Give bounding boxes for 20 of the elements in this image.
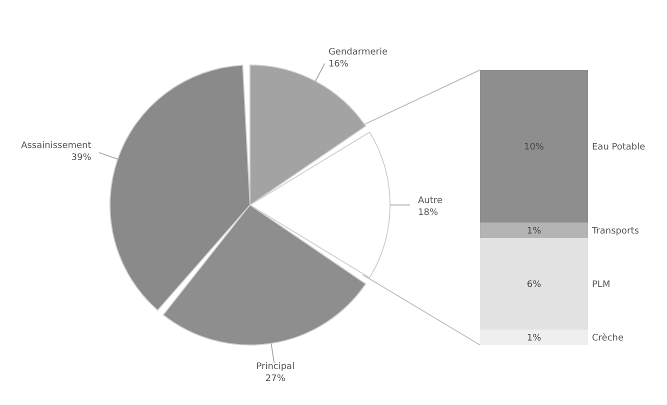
data-label: 10% [524,142,544,152]
data-label: 18% [418,208,438,218]
data-label: 27% [265,374,286,384]
series-label: Eau Potable [592,142,646,152]
data-label: 1% [526,333,542,344]
slice-label: Gendarmerie [328,47,388,58]
bar [480,238,588,330]
slice-label: Autre [418,196,443,206]
bar [480,222,588,238]
series-label: Crèche [592,332,624,344]
bar [480,330,588,345]
data-label: 6% [526,280,542,290]
series-label: Transports [591,226,640,236]
slice-label: Principal [256,362,295,372]
bar [480,70,588,223]
slice-label: Assainissement [21,140,92,151]
data-label: 1% [526,226,542,236]
data-label: 39% [71,152,92,163]
data-label: 16% [328,59,349,70]
series-label: PLM [592,280,610,290]
